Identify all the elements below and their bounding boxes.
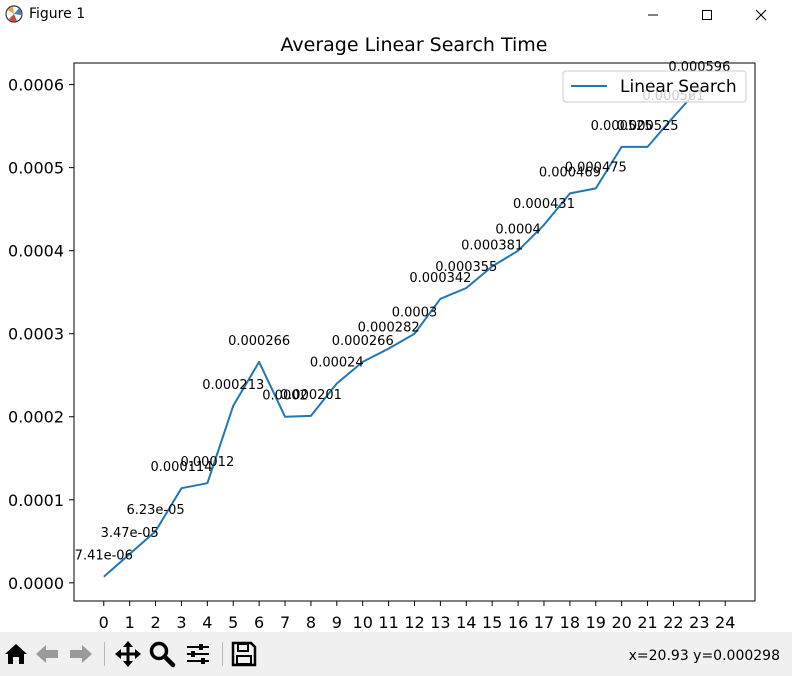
toolbar-separator	[104, 642, 105, 666]
data-label: 0.00012	[180, 455, 234, 470]
x-tick-label: 13	[430, 613, 450, 632]
save-icon	[231, 641, 257, 667]
home-icon	[5, 644, 27, 664]
window-titlebar: Figure 1	[0, 0, 792, 30]
x-tick-label: 9	[332, 613, 342, 632]
navigation-toolbar: x=20.93 y=0.000298	[0, 632, 792, 676]
x-tick-label: 11	[378, 613, 398, 632]
pan-icon	[115, 641, 141, 667]
y-tick-label: 0.0004	[8, 242, 64, 261]
data-label: 0.000525	[617, 119, 679, 134]
data-label: 0.000381	[461, 238, 523, 253]
data-label: 3.47e-05	[101, 526, 159, 541]
back-button[interactable]	[34, 640, 62, 668]
data-label: 0.00024	[310, 356, 364, 371]
zoom-button[interactable]	[148, 640, 176, 668]
data-label: 0.000213	[202, 378, 264, 393]
data-label: 0.000525	[591, 119, 653, 134]
line-chart: Average Linear Search Time 0 1 2 3 4 5 6 7 8 9 10 1…	[8, 34, 756, 632]
x-tick-label: 8	[306, 613, 316, 632]
x-tick-label: 7	[280, 613, 290, 632]
x-tick-label: 4	[202, 613, 212, 632]
x-tick-label: 12	[404, 613, 424, 632]
pan-button[interactable]	[114, 640, 142, 668]
x-tick-label: 3	[176, 613, 186, 632]
x-tick-label: 21	[637, 613, 657, 632]
subplots-icon	[187, 644, 209, 664]
cursor-coordinates: x=20.93 y=0.000298	[628, 648, 780, 664]
y-tick-label: 0.0001	[8, 491, 64, 510]
close-icon	[755, 9, 767, 21]
data-label: 0.0003	[392, 306, 438, 321]
x-tick-label: 1	[125, 613, 135, 632]
data-label: 0.000475	[565, 160, 627, 175]
data-label: 0.000266	[332, 334, 394, 349]
data-label: 0.000114	[150, 460, 212, 475]
y-tick-label: 0.0005	[8, 159, 64, 178]
legend-box	[562, 70, 747, 103]
window-title: Figure 1	[29, 6, 86, 22]
legend: Linear Search	[562, 70, 747, 103]
legend-label: Linear Search	[620, 77, 737, 97]
x-tick-label: 22	[663, 613, 683, 632]
y-tick-label: 0.0002	[8, 408, 64, 427]
save-button[interactable]	[230, 640, 258, 668]
forward-arrow-icon	[70, 645, 92, 663]
y-tick-label: 0.0000	[8, 574, 64, 593]
data-label: 6.23e-05	[126, 503, 184, 518]
data-label: 0.000342	[409, 271, 471, 286]
data-label: 7.41e-06	[75, 549, 133, 564]
series-line-0	[103, 87, 701, 578]
x-tick-label: 20	[611, 613, 631, 632]
x-tick-label: 2	[150, 613, 160, 632]
figure-canvas[interactable]: Average Linear Search Time 0 1 2 3 4 5 6 7 8 9 10 1…	[0, 30, 792, 632]
data-label: 0.0002	[262, 389, 308, 404]
x-tick-label: 18	[560, 613, 580, 632]
y-tick-label: 0.0006	[8, 76, 64, 95]
x-tick-label: 6	[254, 613, 264, 632]
toolbar-separator	[222, 642, 223, 666]
x-tick-label: 24	[715, 613, 735, 632]
x-axis: 0 1 2 3 4 5 6 7 8 9 10 11 12 13 14 15 16 17 18 19 20 21 22 23 24	[99, 601, 735, 632]
x-tick-label: 17	[534, 613, 554, 632]
data-label: 0.000266	[228, 334, 290, 349]
data-label: 0.000355	[435, 260, 497, 275]
chart-title: Average Linear Search Time	[281, 34, 548, 56]
back-arrow-icon	[36, 645, 58, 663]
zoom-icon	[149, 641, 176, 668]
home-button[interactable]	[2, 640, 30, 668]
matplotlib-app-icon	[5, 5, 23, 23]
series-group	[103, 87, 701, 578]
forward-button[interactable]	[66, 640, 94, 668]
x-tick-label: 19	[586, 613, 606, 632]
data-label: 0.0004	[495, 223, 541, 238]
x-tick-label: 23	[689, 613, 709, 632]
maximize-icon	[702, 10, 712, 20]
x-tick-label: 14	[456, 613, 476, 632]
y-axis: 0.0000 0.0001 0.0002 0.0003 0.0004 0.0005 0.00…	[8, 76, 74, 593]
x-tick-label: 5	[228, 613, 238, 632]
y-tick-label: 0.0003	[8, 325, 64, 344]
data-label: 0.000282	[358, 321, 420, 336]
minimize-button[interactable]	[630, 0, 676, 30]
minimize-icon	[648, 14, 658, 16]
close-button[interactable]	[738, 0, 784, 30]
maximize-button[interactable]	[684, 0, 730, 30]
data-label: 0.000469	[539, 165, 601, 180]
x-tick-label: 10	[353, 613, 373, 632]
x-tick-label: 16	[508, 613, 528, 632]
subplots-button[interactable]	[184, 640, 212, 668]
x-tick-label: 15	[482, 613, 502, 632]
data-label: 0.000201	[280, 388, 342, 403]
plot-area	[73, 62, 756, 602]
data-label: 0.000431	[513, 197, 575, 212]
x-tick-label: 0	[99, 613, 109, 632]
